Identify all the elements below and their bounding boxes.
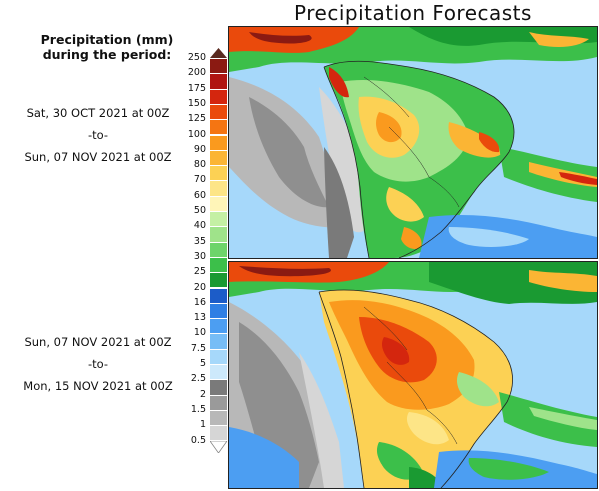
colorbar-tick-label: 30 bbox=[193, 250, 206, 262]
colorbar-swatch bbox=[210, 180, 227, 196]
colorbar-tick-label: 60 bbox=[193, 189, 206, 201]
legend-heading-line1: Precipitation (mm) bbox=[40, 32, 174, 47]
colorbar-tick-label: 40 bbox=[193, 220, 206, 232]
precipitation-colorbar: 250 200 175 150 125 100 90 80 70 60 50 40 35 30 25 20 16… bbox=[181, 48, 231, 475]
period-1-end: Sun, 07 NOV 2021 at 00Z bbox=[24, 150, 172, 164]
colorbar-tick-label: 90 bbox=[193, 143, 206, 155]
colorbar-swatch bbox=[210, 425, 227, 441]
colorbar-swatch bbox=[210, 211, 227, 227]
colorbar-tick-label: 13 bbox=[193, 312, 206, 324]
colorbar-tick-label: 35 bbox=[193, 235, 206, 247]
colorbar-swatch bbox=[210, 333, 227, 349]
colorbar-swatch bbox=[210, 302, 227, 319]
period-2-end: Mon, 15 NOV 2021 at 00Z bbox=[23, 379, 173, 393]
colorbar-tick-label: 2.5 bbox=[190, 373, 206, 385]
colorbar-swatch bbox=[210, 379, 227, 395]
colorbar-tick-label: 80 bbox=[193, 159, 206, 171]
forecast-map-period-1 bbox=[228, 26, 598, 259]
legend-heading-line2: during the period: bbox=[42, 47, 172, 62]
colorbar-bottom-arrow bbox=[210, 440, 227, 453]
colorbar-swatch bbox=[210, 88, 227, 104]
colorbar-swatch bbox=[210, 272, 227, 288]
forecast-map-period-2 bbox=[228, 261, 598, 489]
colorbar-tick-label: 20 bbox=[193, 281, 206, 293]
page-title: Precipitation Forecasts bbox=[294, 1, 532, 25]
colorbar-tick-label: 150 bbox=[187, 97, 206, 109]
colorbar-swatch bbox=[210, 348, 227, 364]
colorbar-tick-label: 100 bbox=[187, 128, 206, 140]
colorbar-swatch bbox=[210, 149, 227, 166]
colorbar-swatch bbox=[210, 58, 227, 74]
colorbar-tick-label: 1.5 bbox=[190, 403, 206, 415]
period-2-label: Sun, 07 NOV 2021 at 00Z -to- Mon, 15 NOV… bbox=[10, 331, 186, 397]
colorbar-top-arrow bbox=[210, 48, 227, 58]
colorbar-swatch bbox=[210, 226, 227, 242]
colorbar-swatch bbox=[210, 241, 227, 257]
period-2-start: Sun, 07 NOV 2021 at 00Z bbox=[24, 335, 172, 349]
map-period-1-image bbox=[229, 27, 597, 258]
colorbar-swatch bbox=[210, 409, 227, 426]
colorbar-tick-label: 25 bbox=[193, 266, 206, 278]
colorbar-tick-label: 10 bbox=[193, 327, 206, 339]
period-2-to: -to- bbox=[87, 357, 109, 371]
colorbar-swatch bbox=[210, 318, 227, 334]
colorbar-swatch bbox=[210, 134, 227, 150]
period-1-label: Sat, 30 OCT 2021 at 00Z -to- Sun, 07 NOV… bbox=[10, 102, 186, 168]
colorbar-tick-label: 1 bbox=[199, 419, 206, 431]
colorbar-swatch bbox=[210, 195, 227, 211]
colorbar-tick-label: 5 bbox=[199, 358, 206, 369]
colorbar-swatch bbox=[210, 364, 227, 380]
legend-heading: Precipitation (mm) during the period: bbox=[22, 32, 192, 62]
colorbar-swatch bbox=[210, 73, 227, 89]
colorbar-tick-label: 200 bbox=[187, 67, 206, 79]
colorbar-tick-label: 16 bbox=[193, 296, 206, 308]
colorbar-tick-label: 70 bbox=[193, 174, 206, 186]
colorbar-tick-label: 125 bbox=[187, 113, 206, 125]
colorbar-tick-label: 2 bbox=[199, 388, 206, 400]
colorbar-swatch bbox=[210, 103, 227, 120]
colorbar-swatch bbox=[210, 165, 227, 181]
colorbar-swatch bbox=[210, 287, 227, 303]
colorbar-tick-label: 0.5 bbox=[190, 434, 206, 446]
period-1-to: -to- bbox=[87, 128, 109, 142]
map-period-2-image bbox=[229, 262, 597, 488]
colorbar-tick-label: 7.5 bbox=[190, 342, 206, 354]
colorbar-swatch bbox=[210, 119, 227, 135]
colorbar-swatch bbox=[210, 394, 227, 410]
colorbar-tick-label: 250 bbox=[187, 52, 206, 63]
colorbar-swatch bbox=[210, 256, 227, 273]
colorbar-tick-label: 50 bbox=[193, 205, 206, 216]
colorbar-tick-label: 175 bbox=[187, 82, 206, 94]
period-1-start: Sat, 30 OCT 2021 at 00Z bbox=[26, 106, 170, 120]
